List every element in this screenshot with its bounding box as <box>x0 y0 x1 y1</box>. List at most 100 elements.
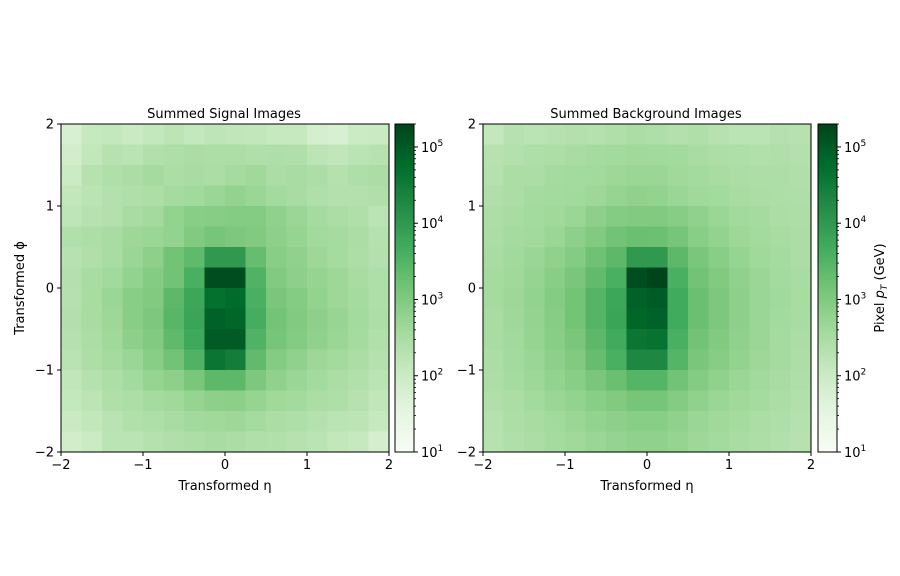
heatmap-cell <box>483 411 505 433</box>
heatmap-cell <box>667 308 689 330</box>
heatmap-cell <box>184 124 206 146</box>
background-heatmap-panel: Summed Background Images −2 −1 0 1 2 −2 −1 0 1 2… <box>457 107 890 494</box>
heatmap-cell <box>770 144 792 166</box>
heatmap-cell <box>708 288 730 310</box>
heatmap-cell <box>348 308 370 330</box>
colorbar-segment <box>395 290 414 294</box>
heatmap-cell <box>348 165 370 187</box>
background-chart-title: Summed Background Images <box>550 107 742 122</box>
heatmap-cell <box>143 349 165 371</box>
colorbar-segment <box>395 430 414 434</box>
heatmap-cell <box>483 124 505 146</box>
heatmap-cell <box>163 226 185 248</box>
heatmap-cell <box>163 308 185 330</box>
heatmap-cell <box>184 247 206 269</box>
heatmap-cell <box>327 349 349 371</box>
colorbar-segment <box>395 350 414 355</box>
background-heatmap-cells <box>483 124 812 453</box>
heatmap-cell <box>61 124 83 146</box>
x-tick-label: 1 <box>725 458 733 473</box>
heatmap-cell <box>565 370 587 392</box>
heatmap-cell <box>61 185 83 207</box>
heatmap-cell <box>122 226 144 248</box>
heatmap-cell <box>770 308 792 330</box>
background-colorbar <box>817 123 838 453</box>
colorbar-segment <box>818 372 837 376</box>
heatmap-cell <box>770 267 792 289</box>
heatmap-cell <box>585 288 607 310</box>
colorbar-segment <box>818 279 837 284</box>
colorbar-segment <box>395 263 414 267</box>
colorbar-segment <box>395 432 414 437</box>
heatmap-cell <box>770 226 792 248</box>
colorbar-segment <box>395 151 414 155</box>
colorbar-segment <box>395 186 414 191</box>
heatmap-cell <box>688 226 710 248</box>
heatmap-cell <box>307 124 329 146</box>
heatmap-cell <box>286 390 308 412</box>
heatmap-cell <box>585 124 607 146</box>
heatmap-cell <box>667 185 689 207</box>
heatmap-cell <box>348 288 370 310</box>
colorbar-segment <box>818 443 837 448</box>
colorbar-segment <box>395 298 414 303</box>
heatmap-cell <box>565 288 587 310</box>
heatmap-cell <box>286 431 308 453</box>
heatmap-cell <box>163 390 185 412</box>
colorbar-segment <box>395 268 414 273</box>
colorbar-segment <box>818 405 837 409</box>
heatmap-cell <box>544 226 566 248</box>
colorbar-segment <box>818 263 837 267</box>
heatmap-cell <box>647 431 669 453</box>
heatmap-cell <box>61 144 83 166</box>
colorbar-segment <box>818 359 837 363</box>
heatmap-cell <box>708 124 730 146</box>
colorbar-segment <box>818 249 837 253</box>
heatmap-cell <box>245 124 267 146</box>
colorbar-segment <box>395 386 414 390</box>
heatmap-cell <box>503 226 525 248</box>
colorbar-segment <box>395 195 414 199</box>
heatmap-cell <box>163 185 185 207</box>
heatmap-cell <box>585 411 607 433</box>
heatmap-cell <box>667 431 689 453</box>
signal-colorbar <box>394 123 415 453</box>
colorbar-label-prefix: Pixel <box>873 298 888 332</box>
heatmap-cell <box>503 308 525 330</box>
heatmap-cell <box>708 370 730 392</box>
colorbar-tick-label: 102 <box>844 368 866 385</box>
heatmap-cell <box>245 411 267 433</box>
colorbar-segment <box>818 435 837 439</box>
colorbar-segment <box>395 394 414 398</box>
heatmap-cell <box>307 185 329 207</box>
y-tick-label: 2 <box>468 118 476 133</box>
heatmap-cell <box>122 206 144 228</box>
heatmap-cell <box>544 431 566 453</box>
colorbar-segment <box>818 383 837 387</box>
heatmap-cell <box>163 288 185 310</box>
heatmap-cell <box>81 329 103 351</box>
heatmap-cell <box>245 329 267 351</box>
colorbar-segment <box>818 413 837 417</box>
colorbar-segment <box>818 181 837 185</box>
colorbar-segment <box>395 329 414 333</box>
colorbar-segment <box>395 170 414 174</box>
heatmap-cell <box>307 247 329 269</box>
heatmap-cell <box>606 431 628 453</box>
heatmap-cell <box>565 206 587 228</box>
colorbar-frame <box>394 123 415 453</box>
colorbar-segment <box>395 400 414 404</box>
heatmap-cell <box>327 247 349 269</box>
heatmap-cell <box>245 247 267 269</box>
heatmap-cell <box>225 185 247 207</box>
heatmap-cell <box>327 370 349 392</box>
heatmap-cell <box>61 390 83 412</box>
heatmap-cell <box>790 124 812 146</box>
heatmap-cell <box>368 144 390 166</box>
heatmap-cell <box>368 165 390 187</box>
colorbar-segment <box>395 419 414 423</box>
heatmap-cell <box>503 431 525 453</box>
heatmap-cell <box>647 165 669 187</box>
colorbar-segment <box>818 255 837 259</box>
heatmap-cell <box>729 349 751 371</box>
